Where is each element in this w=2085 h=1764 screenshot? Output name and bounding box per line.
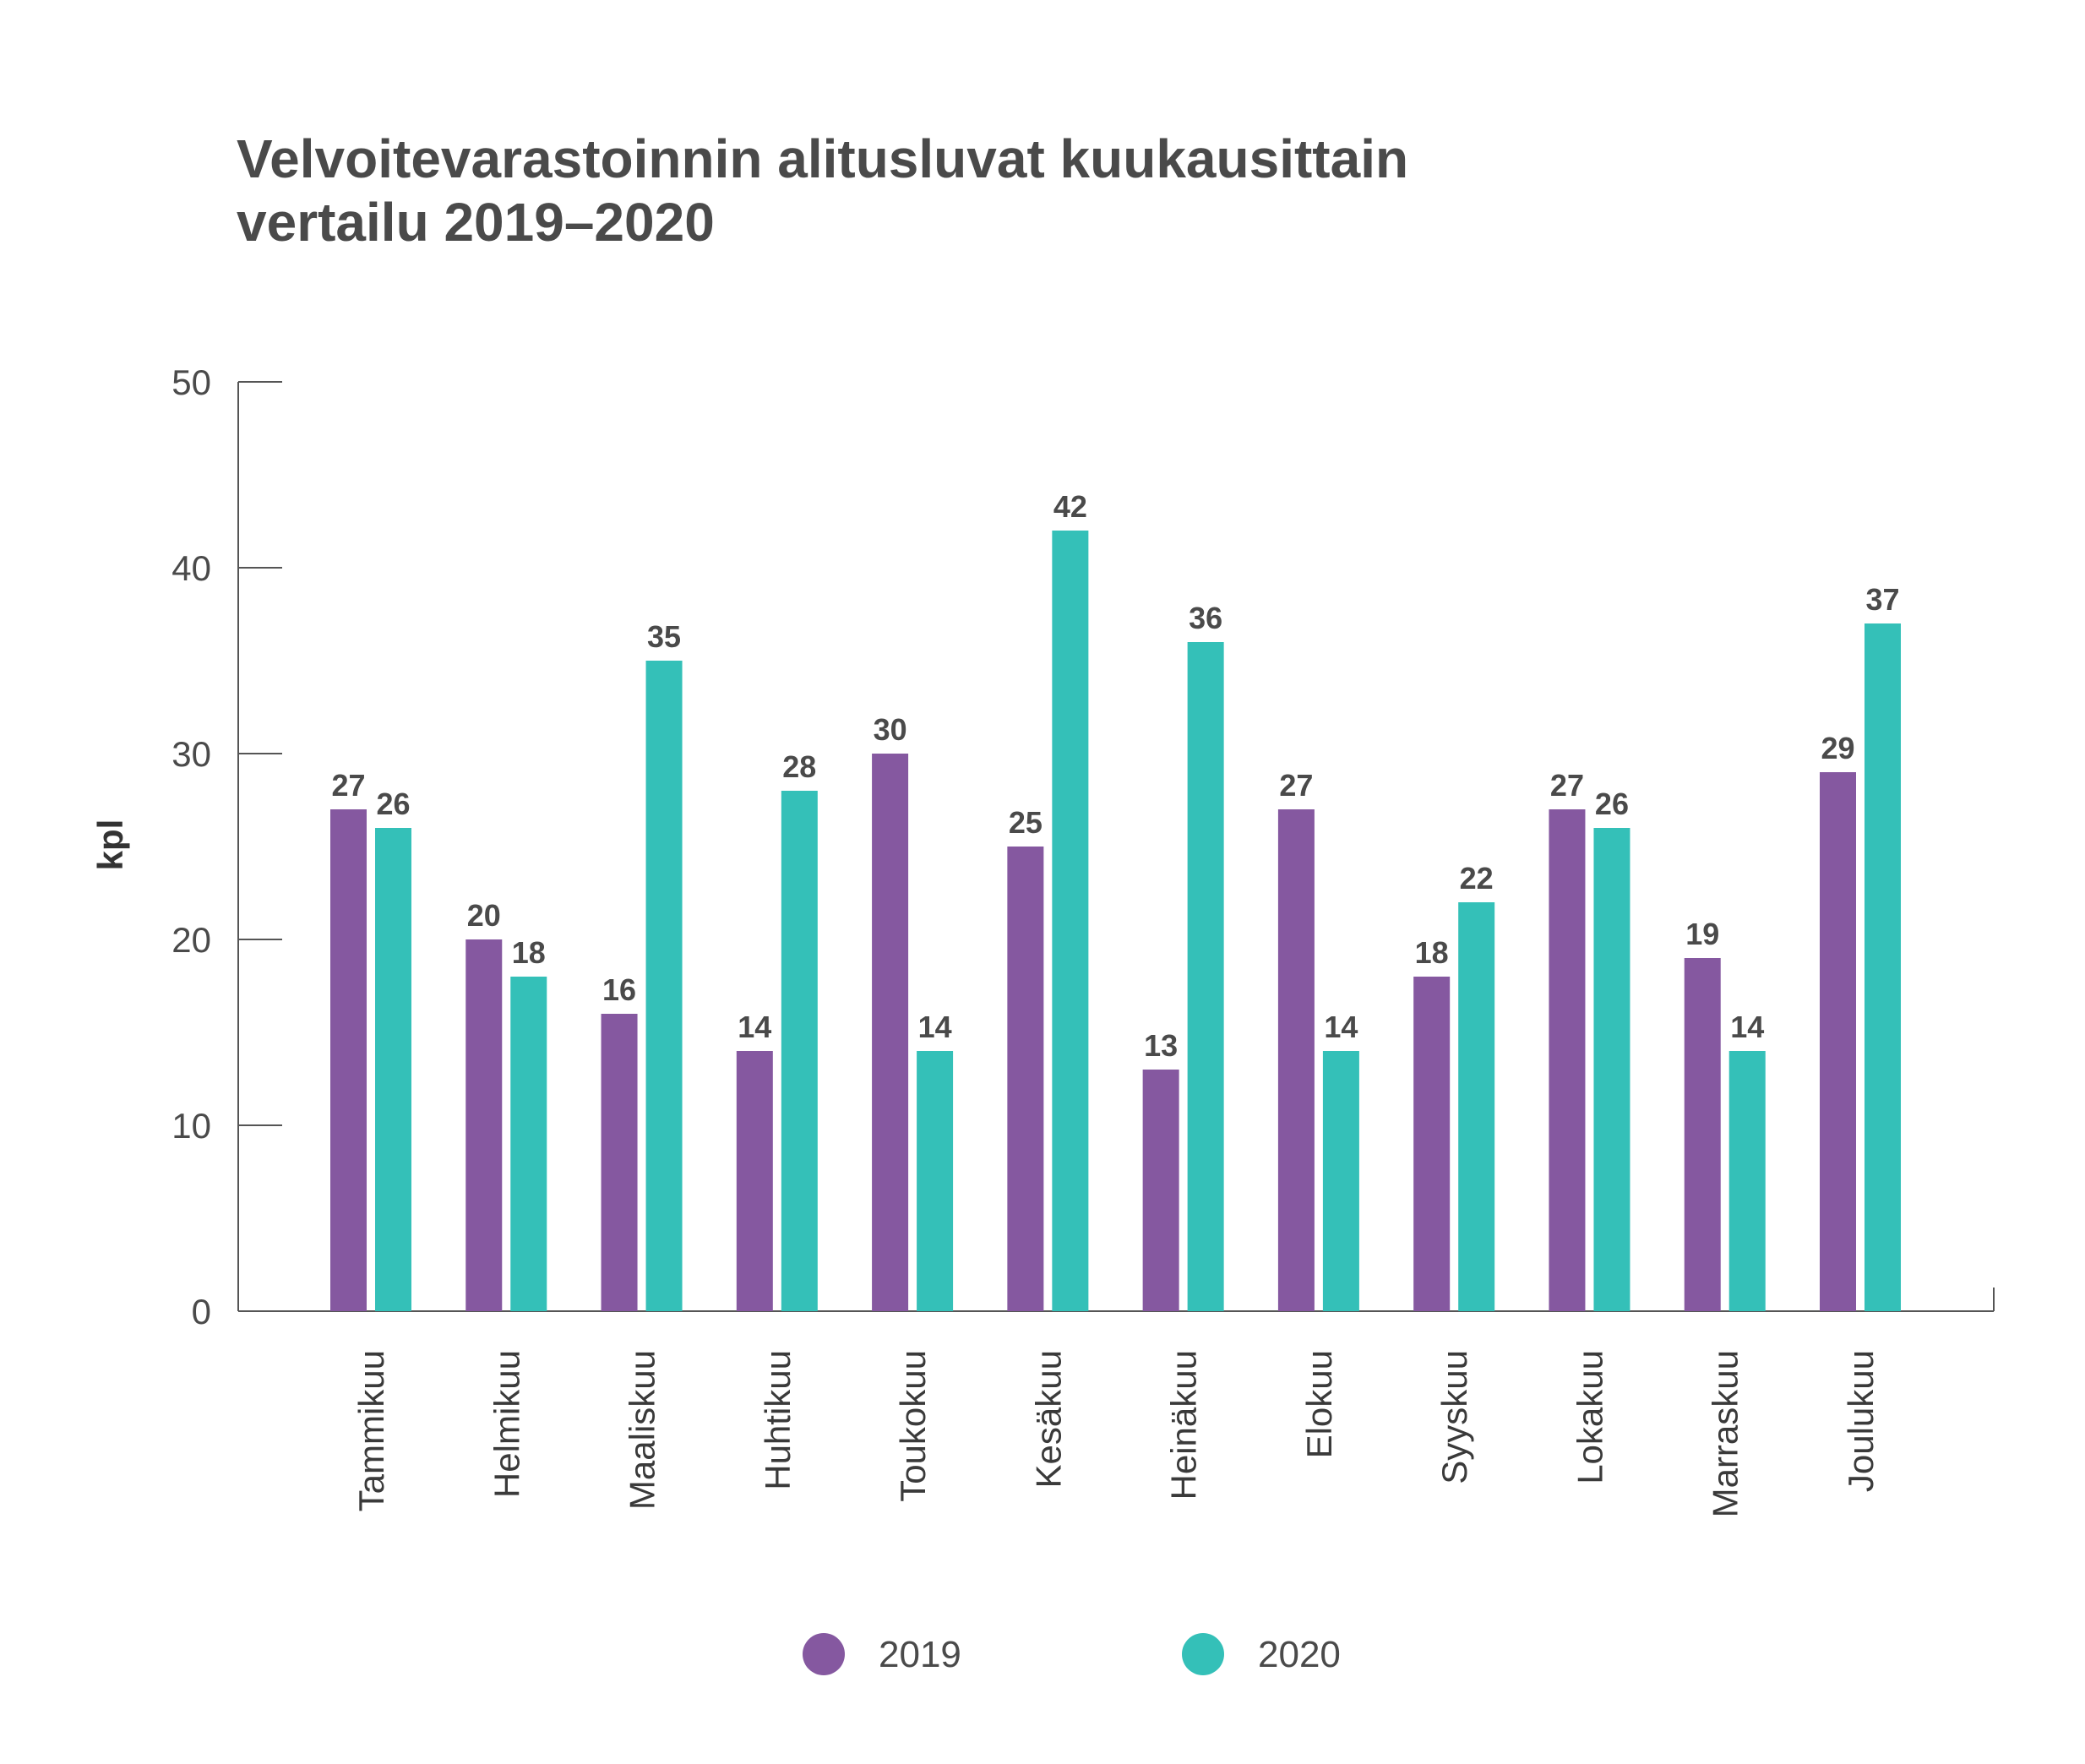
value-label-2019-helmikuu: 20 — [467, 898, 501, 933]
bar-2020-helmikuu — [510, 977, 547, 1311]
value-label-2019-syyskuu: 18 — [1415, 935, 1449, 970]
bar-2019-toukokuu — [872, 754, 909, 1311]
value-label-2020-heinäkuu: 36 — [1189, 601, 1222, 635]
bar-2019-heinäkuu — [1142, 1070, 1179, 1311]
value-label-2019-toukokuu: 30 — [874, 712, 907, 747]
value-label-2019-huhtikuu: 14 — [738, 1010, 771, 1044]
bars — [330, 531, 1901, 1311]
chart-title-line-2: vertailu 2019–2020 — [237, 192, 715, 253]
bar-2019-huhtikuu — [736, 1051, 773, 1311]
value-label-2020-marraskuu: 14 — [1730, 1010, 1764, 1044]
bar-2020-heinäkuu — [1187, 642, 1224, 1311]
bar-2020-syyskuu — [1458, 902, 1495, 1311]
value-label-2020-helmikuu: 18 — [512, 935, 546, 970]
bar-2020-maaliskuu — [645, 661, 683, 1311]
bar-2020-joulukuu — [1865, 623, 1901, 1311]
category-label-joulukuu: Joulukuu — [1841, 1350, 1881, 1492]
bar-2020-huhtikuu — [781, 791, 818, 1311]
bar-2019-helmikuu — [465, 939, 503, 1311]
legend-marker-2020 — [1182, 1633, 1224, 1675]
bar-2020-elokuu — [1322, 1051, 1359, 1311]
category-label-maaliskuu: Maaliskuu — [623, 1350, 662, 1510]
bar-2020-lokakuu — [1593, 828, 1630, 1311]
value-label-2020-maaliskuu: 35 — [647, 619, 681, 654]
category-label-syyskuu: Syyskuu — [1434, 1350, 1474, 1484]
value-label-2019-kesäkuu: 25 — [1009, 805, 1042, 840]
bar-2019-maaliskuu — [601, 1014, 638, 1311]
chart-title-line-1: Velvoitevarastoinnin alitusluvat kuukaus… — [237, 128, 1408, 189]
value-label-2019-joulukuu: 29 — [1821, 731, 1854, 765]
bar-2019-elokuu — [1277, 809, 1315, 1311]
y-tick-label: 20 — [171, 920, 211, 960]
category-label-heinäkuu: Heinäkuu — [1164, 1350, 1204, 1500]
category-label-toukokuu: Toukokuu — [893, 1350, 933, 1502]
value-label-2020-syyskuu: 22 — [1460, 861, 1494, 896]
value-label-2019-elokuu: 27 — [1279, 768, 1313, 803]
legend-label-2020: 2020 — [1258, 1634, 1341, 1675]
category-labels: Tammikuu Helmikuu Maaliskuu Huhtikuu Toukoku… — [351, 1350, 1881, 1517]
bar-2020-marraskuu — [1728, 1051, 1766, 1311]
value-label-2020-tammikuu: 26 — [376, 787, 410, 821]
value-label-2020-elokuu: 14 — [1324, 1010, 1358, 1044]
category-label-kesäkuu: Kesäkuu — [1028, 1350, 1068, 1488]
legend-label-2019: 2019 — [879, 1634, 961, 1675]
bar-2019-lokakuu — [1549, 809, 1586, 1311]
value-labels: 27 26 20 18 16 35 14 28 30 14 25 42 13 36 27 14 18 22 27 26… — [331, 489, 1899, 1063]
category-label-huhtikuu: Huhtikuu — [758, 1350, 798, 1490]
category-label-marraskuu: Marraskuu — [1706, 1350, 1745, 1517]
bar-2019-joulukuu — [1820, 772, 1856, 1311]
legend-marker-2019 — [803, 1633, 845, 1675]
bar-2019-marraskuu — [1684, 958, 1721, 1311]
value-label-2019-maaliskuu: 16 — [602, 972, 636, 1007]
category-label-helmikuu: Helmikuu — [487, 1350, 526, 1498]
bar-2019-syyskuu — [1413, 977, 1451, 1311]
y-axis-title: kpl — [90, 819, 130, 871]
bar-2020-tammikuu — [375, 828, 411, 1311]
y-tick-label: 30 — [171, 734, 211, 774]
bar-2020-toukokuu — [917, 1051, 954, 1311]
y-tick-label: 0 — [192, 1292, 211, 1331]
value-label-2020-joulukuu: 37 — [1865, 582, 1899, 617]
bar-2019-tammikuu — [330, 809, 367, 1311]
category-label-lokakuu: Lokakuu — [1570, 1350, 1609, 1484]
category-label-elokuu: Elokuu — [1299, 1350, 1339, 1458]
category-label-tammikuu: Tammikuu — [351, 1350, 391, 1511]
value-label-2020-huhtikuu: 28 — [782, 749, 816, 784]
value-label-2019-marraskuu: 19 — [1685, 917, 1719, 951]
value-label-2019-heinäkuu: 13 — [1144, 1028, 1178, 1063]
value-label-2019-lokakuu: 27 — [1550, 768, 1584, 803]
y-tick-label: 50 — [171, 362, 211, 402]
value-label-2020-toukokuu: 14 — [918, 1010, 952, 1044]
legend: 2019 2020 — [803, 1633, 1341, 1675]
value-label-2020-kesäkuu: 42 — [1053, 489, 1087, 524]
bar-2020-kesäkuu — [1052, 531, 1089, 1311]
value-label-2020-lokakuu: 26 — [1595, 787, 1629, 821]
y-tick-label: 40 — [171, 548, 211, 588]
value-label-2019-tammikuu: 27 — [331, 768, 365, 803]
bar-2019-kesäkuu — [1007, 847, 1044, 1311]
y-tick-label: 10 — [171, 1106, 211, 1146]
